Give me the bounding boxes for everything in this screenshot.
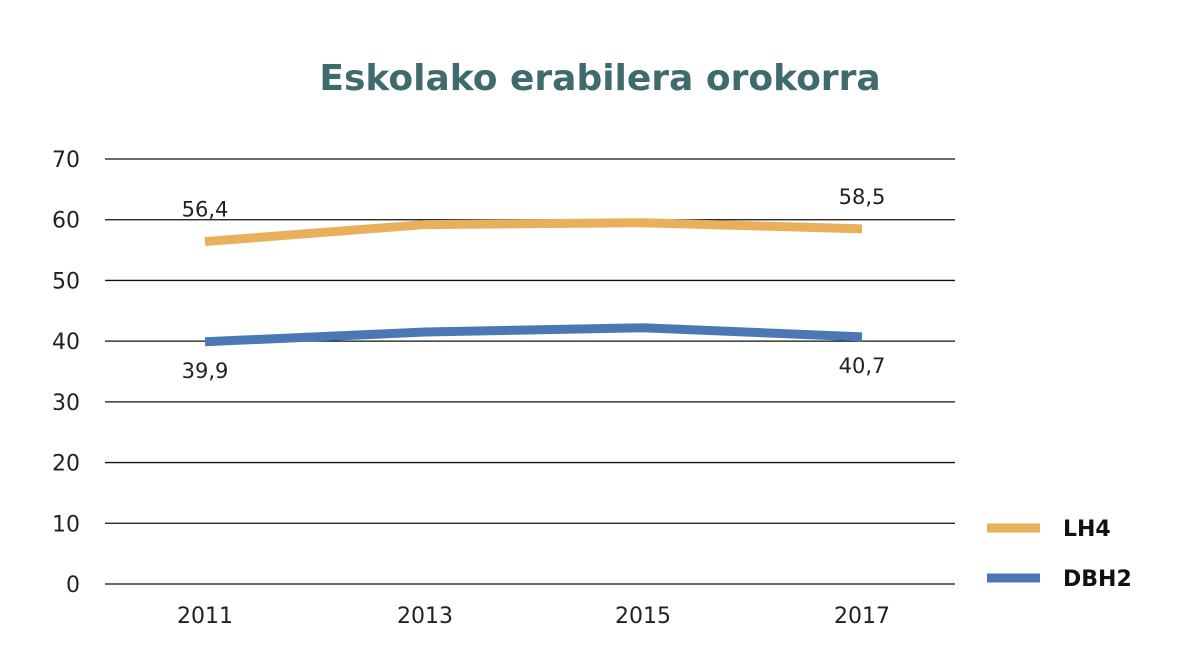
series-line-dbh2 xyxy=(204,323,863,347)
y-tick-label: 70 xyxy=(52,148,80,173)
chart-title: Eskolako erabilera orokorra xyxy=(319,58,881,99)
series-line-lh4 xyxy=(204,218,863,247)
data-label: 39,9 xyxy=(182,359,229,383)
y-tick-label: 10 xyxy=(52,512,80,537)
data-label: 56,4 xyxy=(182,198,229,222)
y-tick-label: 40 xyxy=(52,330,80,355)
data-label: 40,7 xyxy=(839,354,886,378)
y-tick-label: 60 xyxy=(52,209,80,234)
x-tick-label: 2017 xyxy=(834,604,890,629)
x-tick-label: 2013 xyxy=(397,604,453,629)
x-tick-label: 2015 xyxy=(615,604,671,629)
legend-label: LH4 xyxy=(1063,517,1111,542)
x-tick-label: 2011 xyxy=(177,604,233,629)
legend-label: DBH2 xyxy=(1063,567,1132,592)
y-tick-label: 50 xyxy=(52,269,80,294)
y-tick-label: 20 xyxy=(52,452,80,477)
y-tick-label: 0 xyxy=(66,573,80,598)
y-tick-label: 30 xyxy=(52,391,80,416)
data-label: 58,5 xyxy=(839,185,886,209)
